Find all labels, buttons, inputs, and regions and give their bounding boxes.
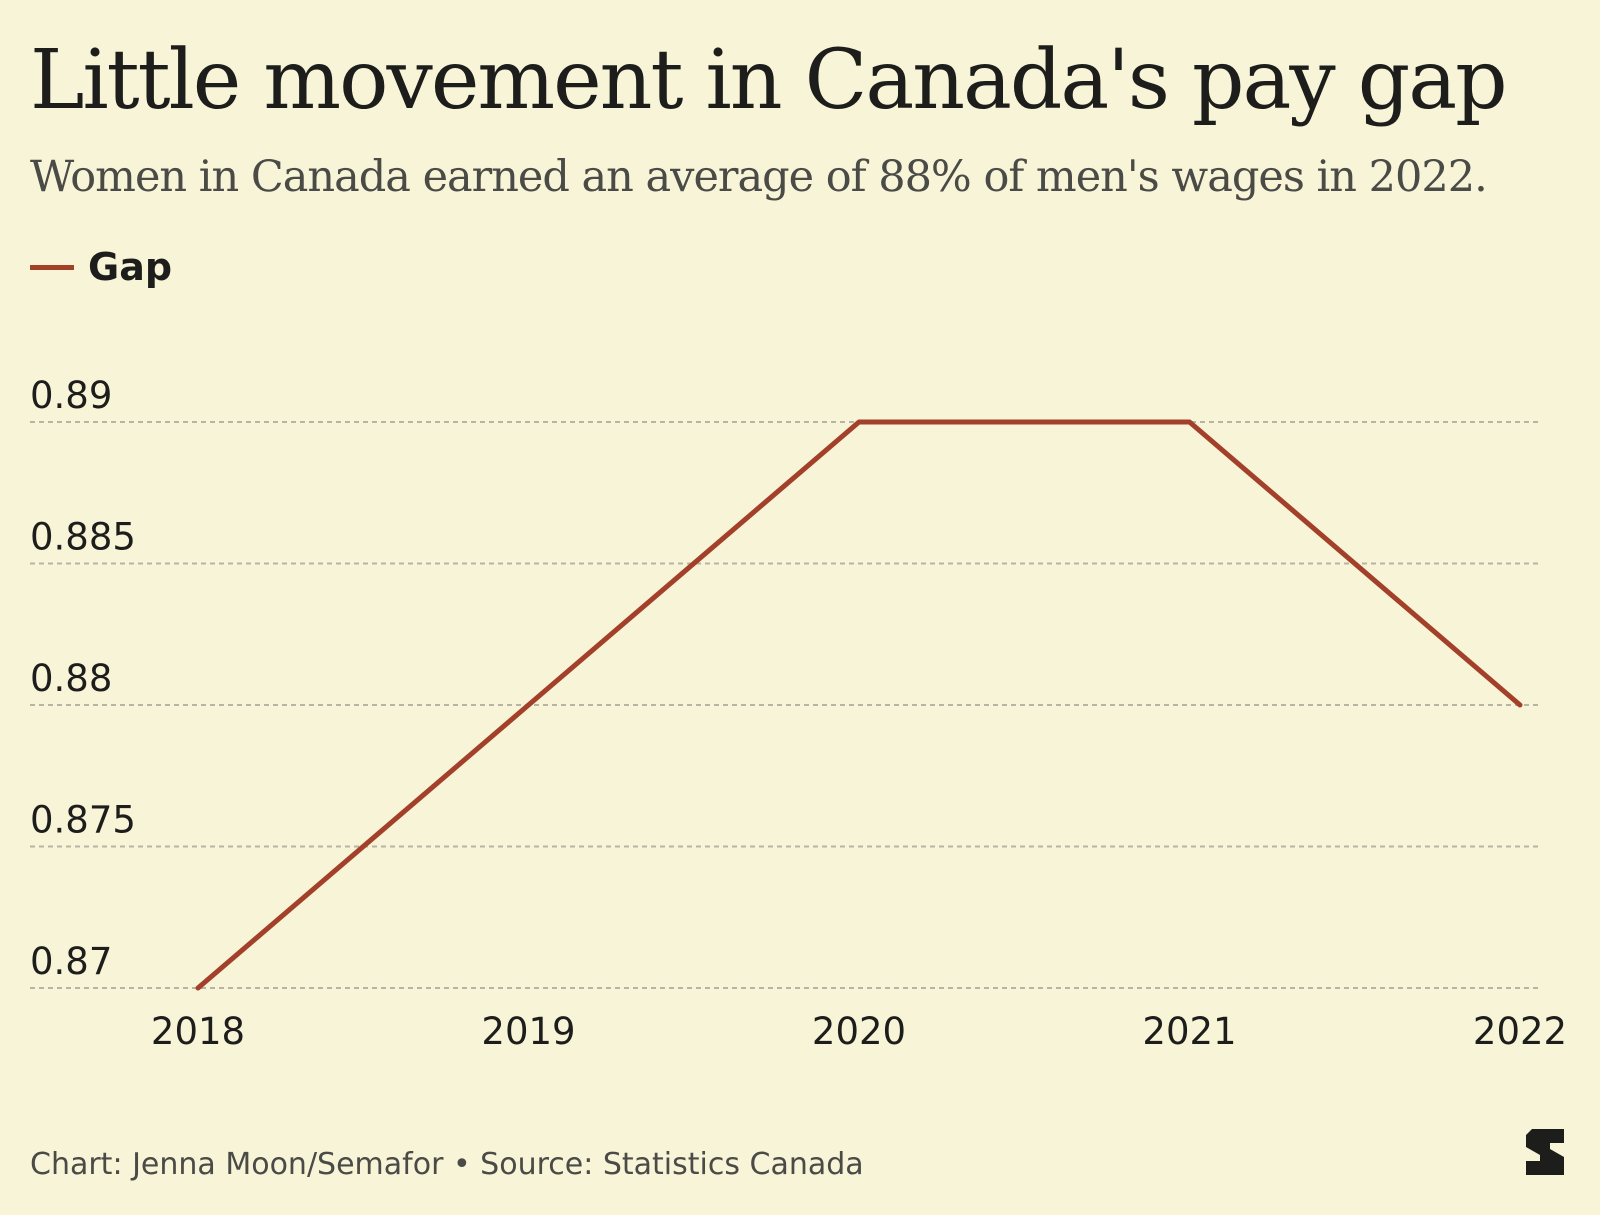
legend: Gap xyxy=(30,245,172,289)
legend-swatch-gap xyxy=(30,264,74,270)
y-tick-label: 0.885 xyxy=(30,516,136,559)
x-tick-label: 2020 xyxy=(812,1010,906,1053)
chart-title: Little movement in Canada's pay gap xyxy=(30,33,1508,128)
y-tick-label: 0.87 xyxy=(30,940,112,983)
semafor-logo-icon xyxy=(1526,1129,1564,1175)
y-tick-label: 0.89 xyxy=(30,374,112,417)
x-tick-label: 2018 xyxy=(151,1010,245,1053)
series-line-gap xyxy=(195,419,1523,991)
line-chart: 0.87 0.875 0.88 0.885 0.89 2018 2019 2020 2021 20… xyxy=(30,374,1567,1053)
chart-subtitle: Women in Canada earned an average of 88%… xyxy=(30,152,1488,202)
y-tick-label: 0.875 xyxy=(30,799,136,842)
x-tick-label: 2022 xyxy=(1473,1010,1567,1053)
x-tick-label: 2019 xyxy=(481,1010,575,1053)
legend-label-gap: Gap xyxy=(88,245,173,289)
source-credit: Chart: Jenna Moon/Semafor • Source: Stat… xyxy=(30,1147,864,1182)
x-tick-label: 2021 xyxy=(1142,1010,1236,1053)
y-tick-label: 0.88 xyxy=(30,657,112,700)
